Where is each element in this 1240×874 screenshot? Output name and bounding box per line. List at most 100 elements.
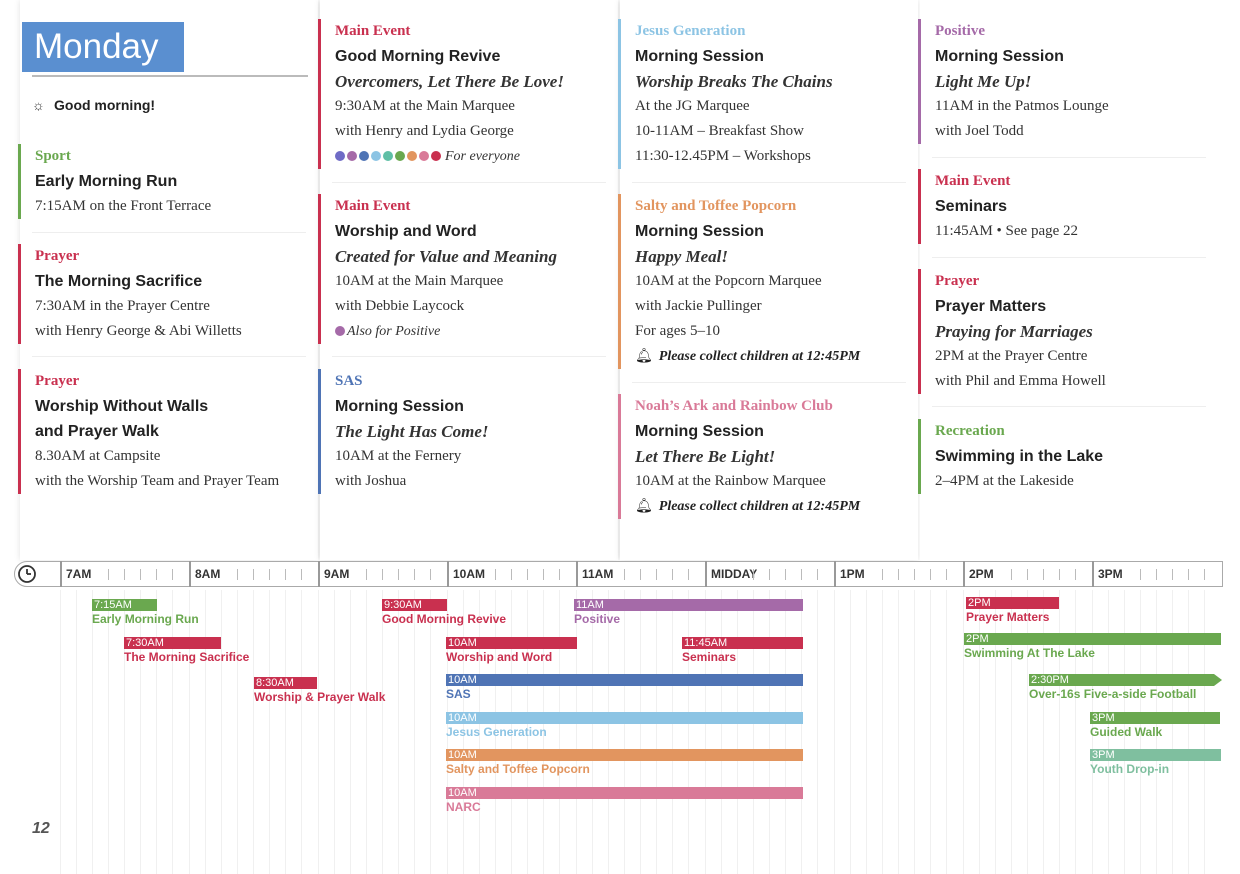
- grid-line: [366, 590, 367, 874]
- minute-tick: [1204, 569, 1205, 580]
- timeline-bar[interactable]: 10AM: [446, 674, 803, 686]
- event-worship-and-word[interactable]: Main Event Worship and Word Created for …: [318, 194, 557, 344]
- grid-line: [269, 590, 270, 874]
- timeline-bar[interactable]: 10AM: [446, 637, 577, 649]
- alert-text: Please collect children at 12:45PM: [658, 499, 861, 514]
- grid-line: [672, 590, 673, 874]
- minute-tick: [382, 569, 383, 580]
- page-number: 12: [32, 820, 50, 837]
- timeline-bar[interactable]: 11AM: [574, 599, 803, 611]
- event-morning-sacrifice[interactable]: Prayer The Morning Sacrifice 7:30AM in t…: [18, 244, 242, 344]
- audience-dot: [431, 151, 441, 161]
- grid-line: [963, 590, 964, 874]
- event-positive[interactable]: Positive Morning Session Light Me Up! 11…: [918, 19, 1109, 144]
- divider: [932, 406, 1206, 407]
- grid-line: [801, 590, 802, 874]
- audience-dot: [347, 151, 357, 161]
- grid-line: [656, 590, 657, 874]
- event-title: Morning Session: [335, 398, 464, 415]
- audience-text: Also for Positive: [347, 324, 441, 339]
- grid-line: [850, 590, 851, 874]
- timeline-bar[interactable]: 7:30AM: [124, 637, 221, 649]
- grid-line: [1156, 590, 1157, 874]
- event-subtitle: Worship Breaks The Chains: [635, 72, 833, 91]
- event-good-morning-revive[interactable]: Main Event Good Morning Revive Overcomer…: [318, 19, 564, 169]
- hour-label: 7AM: [60, 561, 91, 587]
- timeline-bar[interactable]: 8:30AM: [254, 677, 317, 689]
- timeline-bar[interactable]: 10AM: [446, 712, 803, 724]
- event-seminars[interactable]: Main Event Seminars 11:45AM • See page 2…: [918, 169, 1078, 244]
- event-salty-toffee[interactable]: Salty and Toffee Popcorn Morning Session…: [618, 194, 860, 369]
- grid-line: [1092, 590, 1093, 874]
- grid-line: [92, 590, 93, 874]
- event-title: Seminars: [935, 198, 1008, 215]
- positive-dot: [335, 326, 345, 336]
- divider: [932, 257, 1206, 258]
- timeline-bar[interactable]: 3PM: [1090, 749, 1221, 761]
- event-swimming[interactable]: Recreation Swimming in the Lake 2–4PM at…: [918, 419, 1103, 494]
- collect-alert: 🔔︎ Please collect children at 12:45PM: [635, 344, 860, 369]
- column-4: [920, 0, 1220, 560]
- grid-line: [834, 590, 835, 874]
- minute-tick: [269, 569, 270, 580]
- hour-label: 9AM: [318, 561, 349, 587]
- timeline-bar-label: Good Morning Revive: [382, 612, 507, 626]
- grid-line: [946, 590, 947, 874]
- timeline-bar[interactable]: 7:15AM: [92, 599, 157, 611]
- event-category: Sport: [35, 148, 71, 164]
- timeline-bar[interactable]: 2PM: [966, 597, 1059, 609]
- timeline-bar[interactable]: 9:30AM: [382, 599, 447, 611]
- timeline-bar-label: Youth Drop-in: [1090, 762, 1170, 776]
- grid-line: [1011, 590, 1012, 874]
- minute-tick: [1043, 569, 1044, 580]
- event-sas[interactable]: SAS Morning Session The Light Has Come! …: [318, 369, 488, 494]
- timeline-bar[interactable]: 10AM: [446, 787, 803, 799]
- timeline-bar[interactable]: 3PM: [1090, 712, 1220, 724]
- grid-line: [1027, 590, 1028, 874]
- minute-tick: [559, 569, 560, 580]
- timeline-bar-label: Over-16s Five-a-side Football: [1029, 687, 1197, 701]
- grid-line: [285, 590, 286, 874]
- grid-line: [205, 590, 206, 874]
- minute-tick: [511, 569, 512, 580]
- grid-line: [1075, 590, 1076, 874]
- grid-line: [1172, 590, 1173, 874]
- minute-tick: [1011, 569, 1012, 580]
- event-early-morning-run[interactable]: Sport Early Morning Run 7:15AM on the Fr…: [18, 144, 211, 219]
- grid-line: [414, 590, 415, 874]
- event-subtitle: Happy Meal!: [635, 247, 729, 266]
- grid-line: [608, 590, 609, 874]
- timeline-bar[interactable]: 2PM: [964, 633, 1221, 645]
- timeline-bar[interactable]: 10AM: [446, 749, 803, 761]
- event-detail: 10-11AM – Breakfast Show: [635, 123, 805, 139]
- hour-label: 1PM: [834, 561, 865, 587]
- event-detail: 7:30AM in the Prayer Centre: [35, 298, 210, 314]
- event-noahs-ark[interactable]: Noah’s Ark and Rainbow Club Morning Sess…: [618, 394, 860, 519]
- minute-tick: [172, 569, 173, 580]
- grid-line: [721, 590, 722, 874]
- grid-line: [930, 590, 931, 874]
- grid-line: [221, 590, 222, 874]
- audience-dot: [383, 151, 393, 161]
- event-category: Positive: [935, 23, 985, 39]
- timeline-bar[interactable]: 11:45AM: [682, 637, 803, 649]
- grid-line: [737, 590, 738, 874]
- event-subtitle: Praying for Marriages: [935, 322, 1093, 341]
- event-worship-without-walls[interactable]: Prayer Worship Without Walls and Prayer …: [18, 369, 279, 494]
- divider: [632, 182, 906, 183]
- event-subtitle: Created for Value and Meaning: [335, 247, 557, 266]
- timeline-bar[interactable]: 2:30PM: [1029, 674, 1222, 686]
- event-prayer-matters[interactable]: Prayer Prayer Matters Praying for Marria…: [918, 269, 1106, 394]
- grid-line: [882, 590, 883, 874]
- minute-tick: [366, 569, 367, 580]
- grid-line: [301, 590, 302, 874]
- grid-line: [479, 590, 480, 874]
- alert-text: Please collect children at 12:45PM: [658, 349, 861, 364]
- event-jesus-generation[interactable]: Jesus Generation Morning Session Worship…: [618, 19, 833, 169]
- grid-line: [350, 590, 351, 874]
- event-subtitle: Let There Be Light!: [635, 447, 776, 466]
- minute-tick: [656, 569, 657, 580]
- event-detail: 7:15AM on the Front Terrace: [35, 198, 212, 214]
- hour-label: 8AM: [189, 561, 220, 587]
- event-detail: 10AM at the Rainbow Marquee: [635, 473, 826, 489]
